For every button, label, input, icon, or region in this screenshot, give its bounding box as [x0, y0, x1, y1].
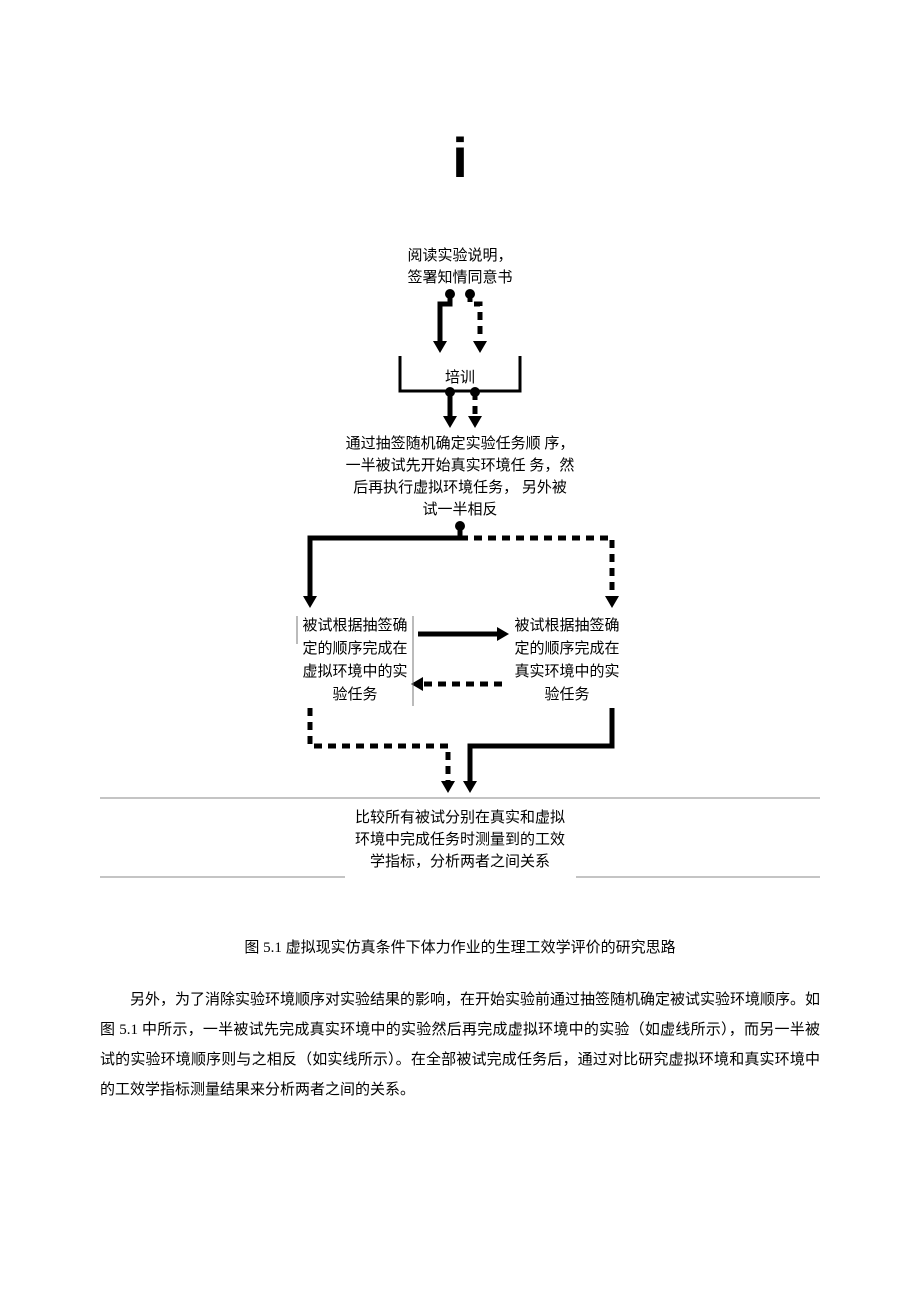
svg-text:比较所有被试分别在真实和虚拟: 比较所有被试分别在真实和虚拟	[355, 808, 565, 826]
body-paragraph: 另外，为了消除实验环境顺序对实验结果的影响，在开始实验前通过抽签随机确定被试实验…	[100, 985, 820, 1105]
svg-text:验任务: 验任务	[332, 686, 377, 703]
svg-text:试一半相反: 试一半相反	[422, 501, 497, 518]
svg-text:一半被试先开始真实环境任 务，然: 一半被试先开始真实环境任 务，然	[346, 456, 575, 474]
svg-text:后再执行虚拟环境任务， 另外被: 后再执行虚拟环境任务， 另外被	[353, 478, 567, 496]
svg-text:环境中完成任务时测量到的工效: 环境中完成任务时测量到的工效	[355, 830, 565, 848]
svg-text:定的顺序完成在: 定的顺序完成在	[514, 640, 619, 657]
page: i 阅读实验说明， 签署知情同意书培训通过抽签随机确定实验任务顺 序， 一半被试先开…	[0, 130, 920, 1105]
svg-text:签署知情同意书: 签署知情同意书	[407, 268, 512, 286]
svg-text:被试根据抽签确: 被试根据抽签确	[514, 617, 619, 634]
svg-text:阅读实验说明，: 阅读实验说明，	[407, 247, 512, 264]
figure-caption: 图 5.1 虚拟现实仿真条件下体力作业的生理工效学评价的研究思路	[0, 936, 920, 957]
svg-text:定的顺序完成在: 定的顺序完成在	[302, 640, 407, 657]
svg-text:学指标，分析两者之间关系: 学指标，分析两者之间关系	[370, 853, 550, 870]
svg-text:虚拟环境中的实: 虚拟环境中的实	[302, 662, 407, 680]
svg-text:真实环境中的实: 真实环境中的实	[514, 662, 619, 680]
svg-text:通过抽签随机确定实验任务顺 序，: 通过抽签随机确定实验任务顺 序，	[346, 435, 575, 452]
svg-text:验任务: 验任务	[544, 686, 589, 703]
svg-text:培训: 培训	[445, 369, 475, 386]
page-top-marker: i	[0, 130, 920, 186]
flowchart-container: 阅读实验说明， 签署知情同意书培训通过抽签随机确定实验任务顺 序， 一半被试先开始真…	[0, 246, 920, 886]
flowchart-svg: 阅读实验说明， 签署知情同意书培训通过抽签随机确定实验任务顺 序， 一半被试先开始真…	[0, 246, 920, 886]
svg-text:被试根据抽签确: 被试根据抽签确	[302, 617, 407, 634]
